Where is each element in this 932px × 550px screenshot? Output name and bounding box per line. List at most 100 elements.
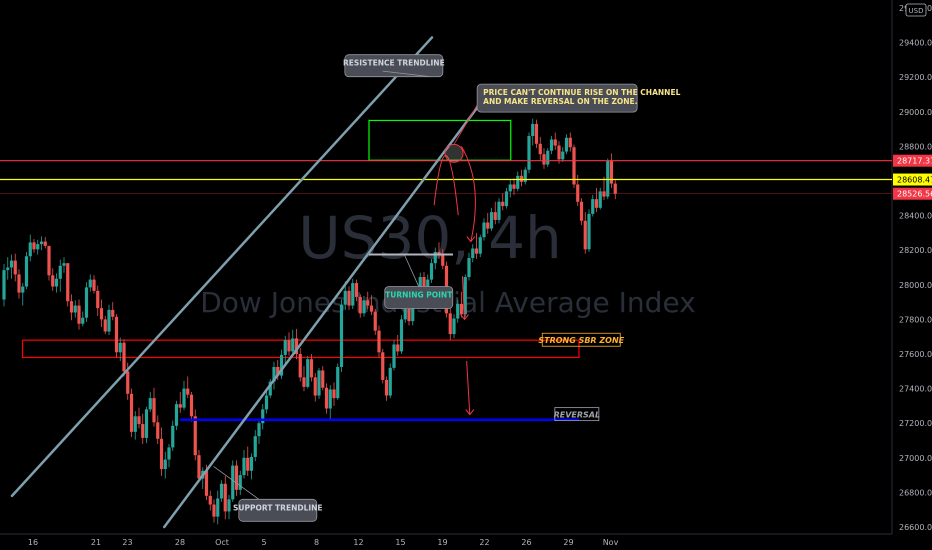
price-line-label-bg xyxy=(893,187,932,200)
candle-body xyxy=(531,123,535,137)
candle-body xyxy=(148,398,152,410)
candle-body xyxy=(204,470,209,496)
candle-body xyxy=(99,308,104,320)
candle-body xyxy=(591,199,595,214)
candle-body xyxy=(81,317,85,324)
candle-body xyxy=(163,459,167,470)
candle-body xyxy=(504,191,509,207)
candle-body xyxy=(441,254,445,266)
annotation-text: SUPPORT TRENDLINE xyxy=(233,503,323,512)
candle-body xyxy=(231,465,235,500)
candle-body xyxy=(287,340,291,352)
candle-body xyxy=(557,145,561,160)
x-tick-label: 12 xyxy=(353,538,363,547)
callout-pointer xyxy=(453,101,480,145)
candle-body xyxy=(347,290,351,306)
y-tick-label: 28000.00 xyxy=(899,281,932,290)
candle-body xyxy=(24,256,29,287)
annotation-box xyxy=(476,83,638,113)
candle-body xyxy=(594,199,599,208)
candle-body xyxy=(519,175,524,182)
x-tick-label: Oct xyxy=(215,538,229,547)
candle-body xyxy=(523,169,527,182)
y-tick-label: 27000.00 xyxy=(899,454,932,463)
y-tick-label: 29200.00 xyxy=(899,73,932,82)
candle-body xyxy=(62,263,66,266)
candle-body xyxy=(493,212,497,220)
zone-label: REVERSAL xyxy=(554,407,600,422)
candle-body xyxy=(36,244,40,250)
x-tick-label: 5 xyxy=(261,538,266,547)
candle-body xyxy=(92,279,96,291)
candle-body xyxy=(377,330,381,353)
candle-body xyxy=(328,389,332,409)
candle-body xyxy=(561,151,565,160)
candle-body xyxy=(257,423,261,437)
candle-body xyxy=(512,184,516,189)
resistance-trendline xyxy=(10,36,434,498)
candle-body xyxy=(32,242,36,250)
candle-body xyxy=(388,367,392,396)
candle-body xyxy=(107,309,111,332)
candle-body xyxy=(572,147,576,185)
annotation-pointer xyxy=(382,70,431,78)
price-line-label-bg xyxy=(893,154,932,167)
candle-body xyxy=(283,340,287,355)
candle-body xyxy=(133,416,137,432)
price-line-label: 28608.47 xyxy=(893,173,932,186)
candle-body xyxy=(403,309,407,320)
candle-body xyxy=(268,381,272,396)
candle-body xyxy=(2,270,6,300)
price-line-label-bg xyxy=(893,173,932,186)
candle-body xyxy=(114,316,119,353)
zone-label-text: STRONG SBR ZONE xyxy=(538,336,624,345)
y-tick-label: 26600.00 xyxy=(899,523,932,532)
candle-body xyxy=(208,495,212,505)
candle-body xyxy=(88,279,92,288)
candle-body xyxy=(497,201,501,220)
candle-body xyxy=(73,305,77,313)
arrow-head xyxy=(466,236,476,243)
candle-body xyxy=(366,300,370,306)
y-tick-label: 27600.00 xyxy=(899,350,932,359)
candle-body xyxy=(152,398,156,423)
candle-body xyxy=(137,416,141,425)
candle-body xyxy=(373,311,377,331)
candle-body xyxy=(392,344,396,368)
price-line-label-text: 28608.47 xyxy=(897,176,932,185)
candle-body xyxy=(516,175,520,189)
candle-body xyxy=(291,338,295,352)
candle-body xyxy=(321,370,325,388)
y-tick-label: 27200.00 xyxy=(899,419,932,428)
candle-body xyxy=(219,483,224,499)
annotation-box xyxy=(238,498,318,522)
candle-body xyxy=(399,319,404,352)
annotation-text: AND MAKE REVERSAL ON THE ZONE. xyxy=(483,97,638,106)
candle-body xyxy=(463,277,467,315)
candle-body xyxy=(433,251,437,264)
candle-body xyxy=(276,366,280,376)
candle-body xyxy=(223,483,227,512)
zone-label-box xyxy=(554,407,600,422)
y-tick-label: 28800.00 xyxy=(899,142,932,151)
candle-body xyxy=(317,370,321,396)
x-axis[interactable]: 16 21 23 28 Oct 5 8 12 15 19 22 26 29 Nov xyxy=(28,538,619,547)
candle-body xyxy=(501,201,505,207)
candle-body xyxy=(456,303,460,319)
candle-body xyxy=(96,290,100,309)
candle-body xyxy=(437,251,441,255)
candle-body xyxy=(336,366,340,399)
currency-badge[interactable]: USD xyxy=(905,3,927,17)
candle-body xyxy=(369,305,374,312)
candle-body xyxy=(478,237,482,254)
candle-body xyxy=(69,301,74,313)
x-tick-label: Nov xyxy=(603,538,619,547)
candle-body xyxy=(39,241,44,245)
candle-body xyxy=(351,283,355,306)
candle-body xyxy=(238,475,242,490)
annotation-box xyxy=(344,54,444,78)
annotation-turning: TURNING POINT xyxy=(384,255,453,309)
candle-body xyxy=(302,377,306,387)
